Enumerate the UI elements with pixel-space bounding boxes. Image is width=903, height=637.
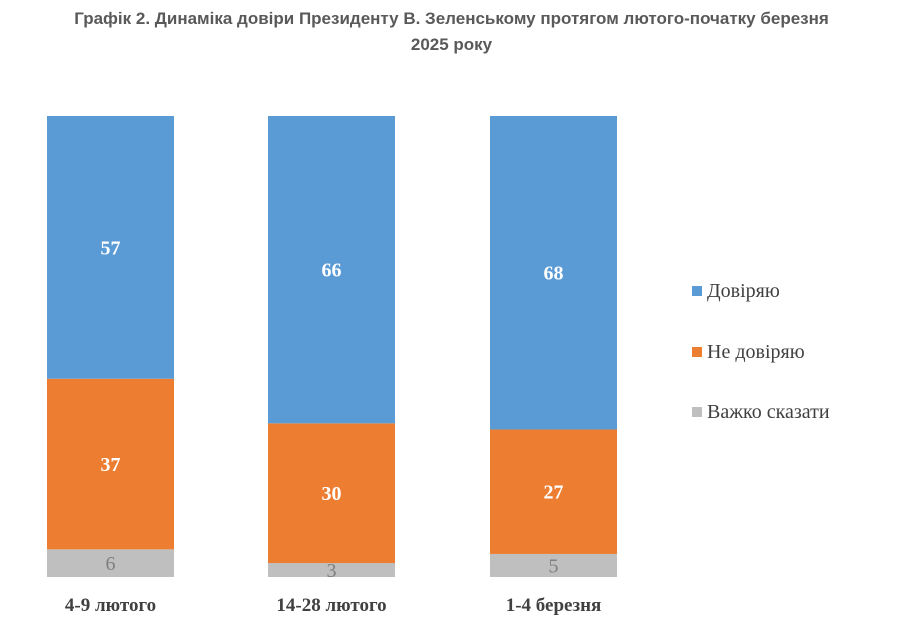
chart-title-line-2: 2025 року (410, 35, 493, 54)
legend: Довіряю Не довіряю Важко сказати (692, 280, 830, 423)
bar-hard-to-say-0 (47, 549, 174, 577)
bar-distrust-2 (490, 429, 617, 554)
category-label-0: 4-9 лютого (65, 595, 156, 616)
bar-distrust-0 (47, 378, 174, 550)
data-label-distrust-1: 30 (322, 483, 342, 505)
legend-label-hard-to-say: Важко сказати (707, 401, 830, 423)
legend-swatch-hard-to-say (692, 407, 702, 417)
category-label-2: 1-4 березня (506, 595, 602, 616)
data-label-trust-2: 68 (544, 263, 564, 285)
category-label-1: 14-28 лютого (276, 595, 386, 616)
bar-trust-0 (47, 116, 174, 379)
chart-title: Графік 2. Динаміка довіри Президенту В. … (0, 6, 903, 58)
chart-title-line-1: Графік 2. Динаміка довіри Президенту В. … (74, 9, 829, 28)
bar-distrust-1 (268, 423, 395, 564)
legend-label-trust: Довіряю (707, 280, 780, 302)
legend-label-distrust: Не довіряю (707, 341, 805, 363)
data-label-trust-0: 57 (101, 237, 121, 259)
data-label-distrust-0: 37 (101, 454, 121, 476)
category-labels-group: 4-9 лютого 14-28 лютого 1-4 березня (65, 595, 601, 616)
data-label-hard-to-say-1: 3 (327, 560, 337, 582)
bar-trust-1 (268, 116, 395, 424)
data-label-hard-to-say-0: 6 (106, 553, 116, 575)
legend-swatch-trust (692, 286, 702, 296)
bars-group: 6 37 57 3 30 66 5 27 68 (47, 116, 617, 582)
bar-trust-2 (490, 116, 617, 430)
data-label-trust-1: 66 (322, 260, 342, 282)
data-label-distrust-2: 27 (544, 482, 564, 504)
bar-hard-to-say-2 (490, 553, 617, 577)
bar-hard-to-say-1 (268, 563, 395, 577)
data-label-hard-to-say-2: 5 (549, 555, 559, 577)
legend-swatch-distrust (692, 347, 702, 357)
